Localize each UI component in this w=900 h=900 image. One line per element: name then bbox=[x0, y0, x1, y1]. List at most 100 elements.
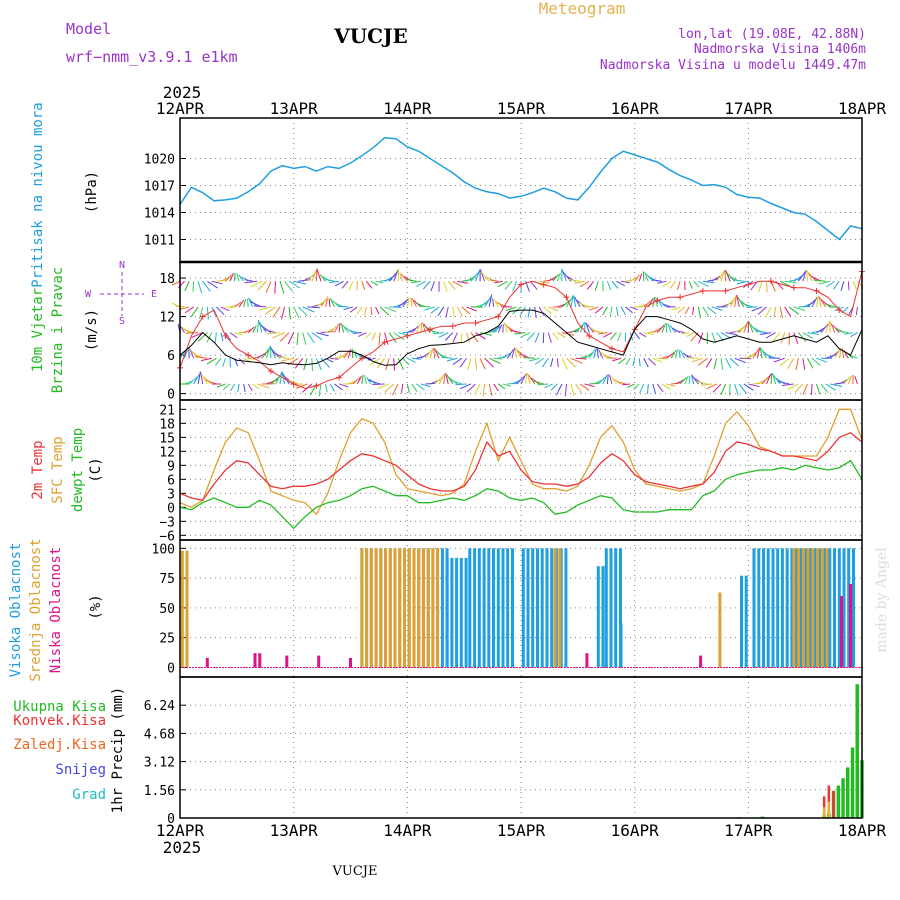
wind-barb bbox=[820, 323, 829, 333]
wind-barb bbox=[584, 383, 595, 388]
wind-barb bbox=[688, 375, 691, 384]
cloud-bar bbox=[699, 655, 703, 668]
wind-barb bbox=[265, 281, 272, 293]
temp-tick-label: −3 bbox=[159, 515, 175, 530]
time-tick-top: 14APR bbox=[383, 99, 432, 118]
wind-barb bbox=[609, 306, 613, 317]
wind-barb bbox=[552, 332, 559, 341]
footer-station: VUCJE bbox=[332, 864, 378, 879]
wind-barb bbox=[191, 332, 203, 339]
wind-barb bbox=[197, 371, 201, 385]
wind-barb bbox=[677, 306, 686, 314]
wind-barb bbox=[575, 357, 587, 360]
cloud-tick-label: 75 bbox=[159, 572, 175, 587]
wind-barb bbox=[316, 332, 329, 337]
wind-barb bbox=[368, 379, 381, 385]
wind-barb bbox=[194, 356, 208, 359]
wind-barb bbox=[334, 323, 340, 333]
wind-barb bbox=[306, 271, 317, 282]
temp-tick-label: 6 bbox=[167, 473, 175, 488]
wind-barb bbox=[492, 298, 495, 308]
wind-unit: (m/s) bbox=[84, 309, 100, 351]
wind-barb bbox=[325, 328, 334, 334]
wind-barb bbox=[420, 352, 430, 359]
wind-barb bbox=[781, 383, 794, 386]
wind-barb bbox=[274, 281, 276, 294]
wind-barb bbox=[402, 357, 410, 366]
wind-barb bbox=[497, 302, 508, 308]
wind-barb bbox=[452, 332, 458, 343]
wind-barb bbox=[841, 348, 845, 359]
wind-barb bbox=[461, 306, 471, 315]
wind-barb bbox=[627, 383, 635, 388]
wind-barb bbox=[638, 358, 641, 367]
wind-barb bbox=[586, 280, 595, 290]
wind-barb bbox=[288, 306, 291, 320]
wind-gust-marker bbox=[313, 382, 320, 389]
wind-barb bbox=[550, 383, 558, 391]
wind-barb bbox=[288, 280, 301, 289]
wind-barb bbox=[470, 332, 479, 343]
wind-barb bbox=[384, 306, 397, 313]
cloud-bar bbox=[540, 548, 544, 668]
temp-tick-label: 21 bbox=[159, 403, 175, 418]
wind-barb bbox=[185, 332, 199, 334]
wind-barb bbox=[214, 332, 217, 344]
wind-barb bbox=[681, 332, 690, 335]
wind-barb bbox=[702, 306, 710, 318]
wind-barb bbox=[616, 381, 626, 385]
temp-tick-label: 9 bbox=[167, 459, 175, 474]
wind-barb bbox=[377, 383, 390, 390]
wind-gust-marker bbox=[449, 323, 456, 330]
wind-barb bbox=[311, 332, 323, 341]
wind-gust-marker bbox=[245, 352, 252, 359]
wind-barb bbox=[787, 383, 799, 390]
wind-barb bbox=[622, 383, 631, 386]
wind-barb bbox=[779, 280, 791, 287]
wind-barb bbox=[702, 280, 715, 284]
cloud-bar bbox=[762, 548, 765, 668]
wind-barb bbox=[802, 332, 814, 339]
wind-barb bbox=[652, 297, 655, 308]
wind-barb bbox=[652, 357, 663, 363]
wind-barb bbox=[793, 306, 806, 312]
wind-gust-marker bbox=[199, 313, 206, 320]
wind-barb bbox=[574, 280, 585, 284]
model-label: Model bbox=[66, 20, 111, 38]
wind-barb bbox=[651, 279, 663, 282]
wind-barb bbox=[523, 357, 535, 359]
wind-barb bbox=[807, 332, 819, 335]
panel-frame bbox=[179, 117, 863, 263]
wind-barb bbox=[466, 383, 476, 393]
wind-barb bbox=[760, 348, 767, 359]
cloud-bar bbox=[285, 655, 289, 668]
cloud-bar bbox=[780, 548, 784, 668]
wind-barb bbox=[684, 306, 690, 315]
wind-barb bbox=[561, 269, 567, 282]
wind-gust-marker bbox=[404, 332, 411, 339]
wind-barb bbox=[393, 269, 399, 282]
wind-barb bbox=[334, 383, 343, 391]
wind-barb bbox=[257, 280, 267, 291]
wind-barb bbox=[678, 349, 681, 359]
wind-barb bbox=[420, 322, 423, 333]
wind-barb bbox=[816, 295, 819, 307]
wind-barb bbox=[732, 279, 744, 282]
wind-barb bbox=[847, 281, 850, 291]
cloud-bar bbox=[828, 548, 832, 668]
wind-gust-marker bbox=[654, 297, 661, 304]
wind-barb bbox=[644, 271, 649, 282]
wind-barb bbox=[267, 332, 281, 335]
wind-barb bbox=[503, 322, 508, 333]
wind-barb bbox=[452, 280, 463, 288]
wind-barb bbox=[575, 383, 583, 394]
wind-barb bbox=[320, 296, 329, 308]
wind-barb bbox=[765, 332, 776, 339]
wind-barb bbox=[620, 280, 630, 284]
wind-barb bbox=[446, 357, 458, 362]
cloud-bar bbox=[806, 548, 810, 668]
wind-barb bbox=[306, 332, 315, 344]
altitude: Nadmorska Visina 1406m bbox=[694, 42, 866, 57]
wind-barb bbox=[316, 269, 322, 282]
